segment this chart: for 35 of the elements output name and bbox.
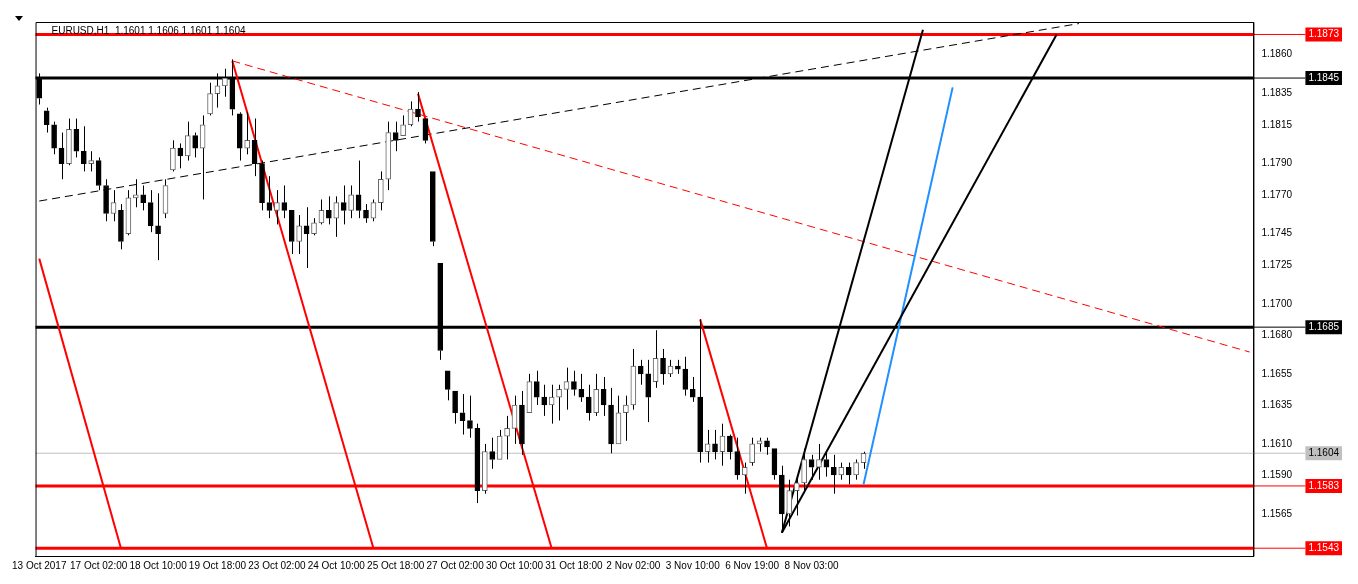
y-tick-label: 1.1725: [1261, 258, 1293, 270]
y-tick-label: 1.1700: [1261, 297, 1293, 309]
ref-line-label: 1.1685: [1308, 320, 1340, 332]
x-tick-label: 17 Oct 02:00: [70, 559, 128, 571]
x-tick-label: 31 Oct 18:00: [545, 559, 603, 571]
x-tick-label: 13 Oct 2017: [12, 559, 67, 571]
x-tick-label: 25 Oct 18:00: [367, 559, 425, 571]
x-tick-label: 8 Nov 03:00: [784, 559, 839, 571]
y-tick-label: 1.1835: [1261, 87, 1293, 99]
x-tick-label: 24 Oct 10:00: [307, 559, 366, 571]
y-tick-label: 1.1635: [1261, 398, 1293, 410]
ref-line-label: 1.1845: [1308, 71, 1340, 83]
y-tick-label: 1.1770: [1261, 188, 1293, 200]
x-tick-label: 30 Oct 10:00: [485, 559, 544, 571]
ref-line-label: 1.1543: [1308, 541, 1340, 553]
y-tick-label: 1.1610: [1261, 437, 1293, 449]
x-tick-label: 18 Oct 10:00: [129, 559, 188, 571]
y-tick-label: 1.1790: [1261, 157, 1293, 169]
y-tick-label: 1.1745: [1261, 227, 1293, 239]
x-tick-label: 27 Oct 02:00: [426, 559, 485, 571]
chart-title: EURUSD,H1 1.1601 1.1606 1.1601 1.1604: [51, 24, 246, 36]
ref-line-label: 1.1583: [1308, 479, 1340, 491]
x-tick-label: 19 Oct 18:00: [188, 559, 247, 571]
y-tick-label: 1.1655: [1261, 367, 1293, 379]
x-tick-label: 6 Nov 19:00: [725, 559, 780, 571]
x-tick-label: 3 Nov 10:00: [665, 559, 721, 571]
ref-line-label: 1.1604: [1308, 447, 1340, 458]
x-tick-label: 2 Nov 02:00: [606, 559, 661, 571]
ref-line-label: 1.1873: [1308, 28, 1340, 40]
y-tick-label: 1.1590: [1261, 468, 1293, 480]
y-tick-label: 1.1680: [1261, 328, 1293, 340]
y-tick-label: 1.1565: [1261, 507, 1293, 519]
x-tick-label: 23 Oct 02:00: [248, 559, 306, 571]
y-tick-label: 1.1815: [1261, 118, 1293, 130]
y-tick-label: 1.1860: [1261, 48, 1293, 60]
